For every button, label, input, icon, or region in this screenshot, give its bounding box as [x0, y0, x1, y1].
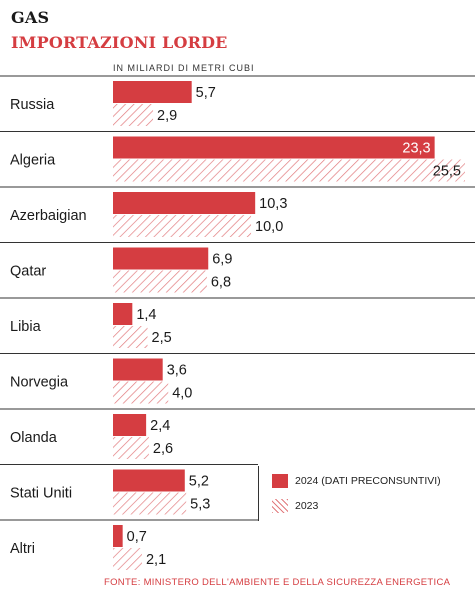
bar-norvegia-2023: [113, 381, 169, 404]
legend-swatch-solid: [272, 474, 288, 488]
bar-russia-2024: [113, 81, 192, 103]
category-label-norvegia: Norvegia: [10, 374, 69, 390]
value-label-qatar-2024: 6,9: [212, 252, 232, 268]
chart-title: GAS: [11, 8, 50, 27]
category-label-russia: Russia: [10, 97, 55, 113]
bar-olanda-2023: [113, 437, 149, 459]
value-label-libia-2024: 1,4: [136, 307, 156, 323]
value-label-stati-uniti-2024: 5,2: [189, 474, 209, 490]
unit-label: IN MILIARDI DI METRI CUBI: [113, 63, 255, 73]
category-label-altri: Altri: [10, 541, 35, 557]
value-label-qatar-2023: 6,8: [211, 275, 231, 291]
category-label-azerbaigian: Azerbaigian: [10, 208, 87, 224]
bar-algeria-2023: [113, 159, 465, 182]
value-label-altri-2024: 0,7: [127, 529, 147, 545]
value-label-russia-2024: 5,7: [196, 85, 216, 101]
labels-group: Russia 5,7 2,9 Algeria 23,325,5 Azerbaigian 10…: [10, 85, 461, 568]
bars-group: [113, 81, 465, 570]
value-label-olanda-2023: 2,6: [153, 441, 173, 457]
value-label-olanda-2024: 2,4: [150, 418, 170, 434]
bar-altri-2023: [113, 548, 142, 570]
bar-algeria-2024: [113, 136, 435, 159]
value-label-russia-2023: 2,9: [157, 108, 177, 124]
bar-stati-uniti-2024: [113, 469, 185, 492]
value-label-norvegia-2023: 4,0: [172, 386, 192, 402]
bar-stati-uniti-2023: [113, 492, 187, 515]
value-label-algeria-2023: 25,5: [433, 164, 461, 180]
legend-swatch-hatched: [272, 499, 288, 513]
legend-label-2024: 2024 (DATI PRECONSUNTIVI): [295, 475, 441, 487]
bar-azerbaigian-2024: [113, 192, 256, 214]
category-label-algeria: Algeria: [10, 152, 56, 168]
bar-norvegia-2024: [113, 358, 163, 381]
source-note: FONTE: MINISTERO DELL'AMBIENTE E DELLA S…: [104, 577, 451, 588]
value-label-algeria-2024: 23,3: [402, 141, 430, 157]
bar-libia-2023: [113, 326, 148, 348]
value-label-stati-uniti-2023: 5,3: [190, 497, 210, 513]
value-label-libia-2023: 2,5: [152, 330, 172, 346]
bar-qatar-2023: [113, 270, 207, 293]
category-label-stati-uniti: Stati Uniti: [10, 485, 72, 501]
bar-libia-2024: [113, 303, 133, 325]
legend-item-2023: 2023: [272, 499, 318, 513]
row-dividers: [0, 75, 475, 521]
legend: 2024 (DATI PRECONSUNTIVI) 2023: [258, 466, 475, 521]
bar-russia-2023: [113, 104, 154, 126]
category-label-libia: Libia: [10, 319, 42, 335]
bar-qatar-2024: [113, 247, 209, 270]
value-label-azerbaigian-2024: 10,3: [259, 196, 287, 212]
bar-altri-2024: [113, 525, 123, 547]
value-label-altri-2023: 2,1: [146, 552, 166, 568]
value-label-norvegia-2024: 3,6: [167, 363, 187, 379]
bar-olanda-2024: [113, 414, 147, 436]
category-label-qatar: Qatar: [10, 263, 46, 279]
value-label-azerbaigian-2023: 10,0: [255, 219, 283, 235]
chart-subtitle: IMPORTAZIONI LORDE: [11, 33, 228, 52]
legend-label-2023: 2023: [295, 500, 319, 512]
bar-azerbaigian-2023: [113, 215, 252, 237]
category-label-olanda: Olanda: [10, 430, 58, 446]
legend-item-2024: 2024 (DATI PRECONSUNTIVI): [272, 474, 441, 488]
